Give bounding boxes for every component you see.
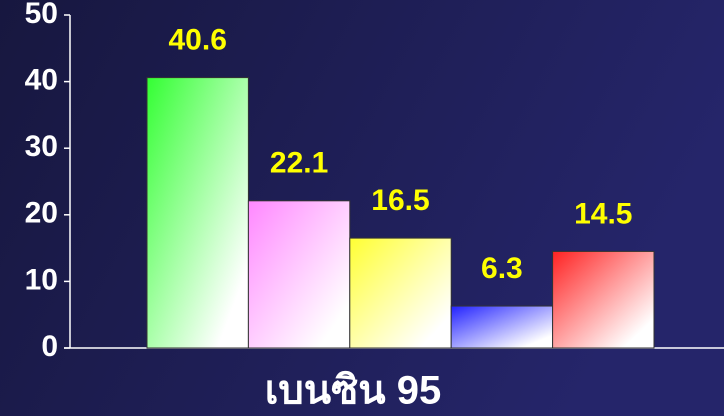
data-label: 40.6 (169, 24, 227, 57)
y-tick-label: 30 (25, 130, 58, 163)
y-tick-label: 50 (25, 0, 58, 30)
data-label: 22.1 (270, 147, 328, 180)
y-tick-label: 10 (25, 263, 58, 296)
data-label: 16.5 (371, 184, 429, 217)
y-tick-label: 20 (25, 197, 58, 230)
bar (450, 305, 554, 349)
bar (349, 237, 452, 349)
bar (146, 77, 249, 349)
data-label: 14.5 (574, 197, 632, 230)
y-tick-label: 40 (25, 64, 58, 97)
x-axis-label: เบนซิน 95 (265, 369, 442, 413)
bar (552, 250, 655, 349)
bar (247, 200, 351, 349)
data-label: 6.3 (481, 252, 523, 285)
y-tick-label: 0 (41, 330, 58, 363)
